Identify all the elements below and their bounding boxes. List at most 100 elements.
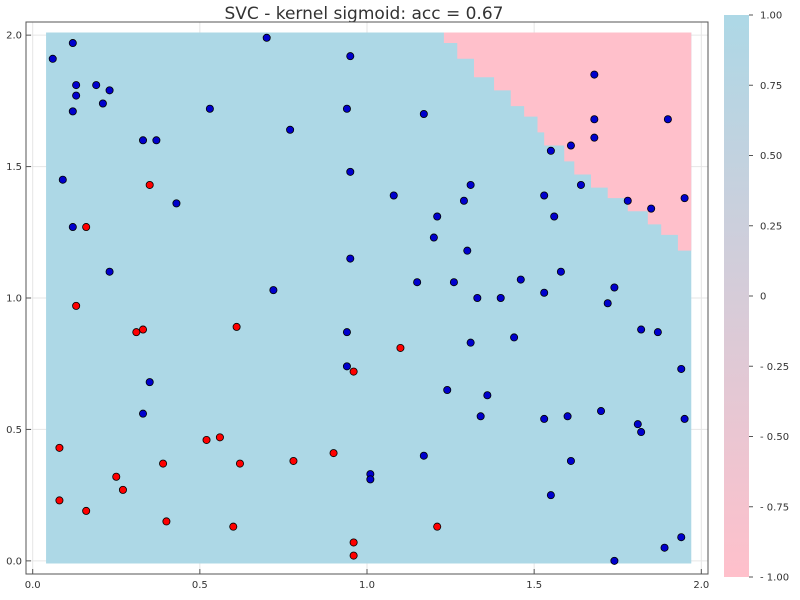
x-tick-label: 0.0 bbox=[25, 580, 41, 591]
data-point-blue bbox=[205, 104, 214, 113]
data-point-red bbox=[159, 459, 168, 468]
data-point-blue bbox=[139, 136, 148, 145]
data-point-red bbox=[232, 322, 241, 331]
data-point-red bbox=[82, 506, 91, 515]
colorbar-tick-label: 0.50 bbox=[760, 151, 782, 162]
y-tick-label: 1.5 bbox=[6, 162, 22, 173]
data-point-blue bbox=[660, 543, 669, 552]
data-point-blue bbox=[346, 254, 355, 263]
data-point-blue bbox=[58, 175, 67, 184]
negative-region bbox=[423, 32, 692, 256]
data-point-red bbox=[82, 223, 91, 232]
data-point-blue bbox=[145, 378, 154, 387]
colorbar-ticks: 1.00 0.75 0.50 0.25 0 - 0.25 - 0.50 - 0.75 - 1.0… bbox=[749, 11, 789, 584]
data-point-blue bbox=[637, 428, 646, 437]
x-tick-label: 1.5 bbox=[526, 580, 542, 591]
data-point-blue bbox=[590, 70, 599, 79]
data-point-red bbox=[55, 496, 64, 505]
data-point-blue bbox=[419, 451, 428, 460]
data-point-red bbox=[72, 301, 81, 310]
data-point-blue bbox=[98, 99, 107, 108]
data-point-blue bbox=[576, 180, 585, 189]
data-point-red bbox=[145, 180, 154, 189]
data-point-blue bbox=[516, 275, 525, 284]
data-point-red bbox=[349, 551, 358, 560]
data-point-blue bbox=[262, 33, 271, 42]
data-point-red bbox=[433, 522, 442, 531]
data-point-red bbox=[396, 343, 405, 352]
y-tick-label: 0.0 bbox=[6, 556, 22, 567]
data-point-blue bbox=[566, 456, 575, 465]
data-point-blue bbox=[677, 533, 686, 542]
data-point-blue bbox=[466, 338, 475, 347]
colorbar-gradient bbox=[724, 15, 749, 577]
data-point-blue bbox=[680, 414, 689, 423]
data-point-blue bbox=[540, 414, 549, 423]
data-point-blue bbox=[342, 362, 351, 371]
y-tick-label: 0.5 bbox=[6, 425, 22, 436]
data-point-red bbox=[112, 472, 121, 481]
data-point-blue bbox=[433, 212, 442, 221]
colorbar-tick-label: - 0.25 bbox=[760, 362, 789, 373]
data-point-red bbox=[55, 443, 64, 452]
colorbar-tick-label: - 1.00 bbox=[760, 573, 789, 584]
colorbar-tick-label: - 0.75 bbox=[760, 502, 789, 513]
data-point-blue bbox=[92, 81, 101, 90]
data-point-blue bbox=[72, 81, 81, 90]
data-point-blue bbox=[269, 286, 278, 295]
colorbar-tick-label: 0.25 bbox=[760, 221, 782, 232]
data-point-blue bbox=[152, 136, 161, 145]
data-point-red bbox=[289, 456, 298, 465]
data-point-blue bbox=[556, 267, 565, 276]
data-point-blue bbox=[680, 194, 689, 203]
x-tick-label: 1.0 bbox=[359, 580, 375, 591]
data-point-blue bbox=[389, 191, 398, 200]
data-point-blue bbox=[590, 115, 599, 124]
data-point-blue bbox=[172, 199, 181, 208]
y-tick-label: 2.0 bbox=[6, 31, 22, 42]
data-point-red bbox=[215, 433, 224, 442]
data-point-red bbox=[139, 325, 148, 334]
data-point-blue bbox=[637, 325, 646, 334]
data-point-red bbox=[132, 328, 141, 337]
data-point-blue bbox=[603, 299, 612, 308]
data-point-blue bbox=[429, 233, 438, 242]
data-point-blue bbox=[633, 420, 642, 429]
data-point-blue bbox=[483, 391, 492, 400]
data-point-red bbox=[349, 538, 358, 547]
data-point-blue bbox=[463, 246, 472, 255]
data-point-red bbox=[162, 517, 171, 526]
data-point-blue bbox=[653, 328, 662, 337]
data-point-blue bbox=[610, 556, 619, 565]
data-point-blue bbox=[540, 191, 549, 200]
data-point-blue bbox=[419, 110, 428, 119]
colorbar-tick-label: - 0.50 bbox=[760, 432, 789, 443]
data-point-blue bbox=[510, 333, 519, 342]
data-point-red bbox=[202, 435, 211, 444]
data-point-blue bbox=[139, 409, 148, 418]
data-point-blue bbox=[72, 91, 81, 100]
data-point-blue bbox=[590, 133, 599, 142]
data-point-blue bbox=[105, 267, 114, 276]
data-point-blue bbox=[342, 328, 351, 337]
x-axis: 0.0 0.5 1.0 1.5 2.0 bbox=[25, 569, 709, 591]
chart-title: SVC - kernel sigmoid: acc = 0.67 bbox=[225, 4, 504, 24]
data-point-red bbox=[229, 522, 238, 531]
data-point-blue bbox=[68, 223, 77, 232]
data-point-blue bbox=[105, 86, 114, 95]
data-point-red bbox=[118, 485, 127, 494]
colorbar-tick-label: 0.75 bbox=[760, 81, 782, 92]
data-point-blue bbox=[68, 39, 77, 48]
colorbar-tick-label: 1.00 bbox=[760, 11, 782, 22]
x-tick-label: 2.0 bbox=[693, 580, 709, 591]
data-point-blue bbox=[342, 104, 351, 113]
data-point-blue bbox=[476, 412, 485, 421]
data-point-blue bbox=[647, 204, 656, 213]
data-point-blue bbox=[473, 293, 482, 302]
y-tick-label: 1.0 bbox=[6, 294, 22, 305]
data-point-blue bbox=[566, 141, 575, 150]
data-point-blue bbox=[540, 288, 549, 297]
data-point-blue bbox=[597, 407, 606, 416]
colorbar-tick-label: 0 bbox=[760, 292, 766, 303]
